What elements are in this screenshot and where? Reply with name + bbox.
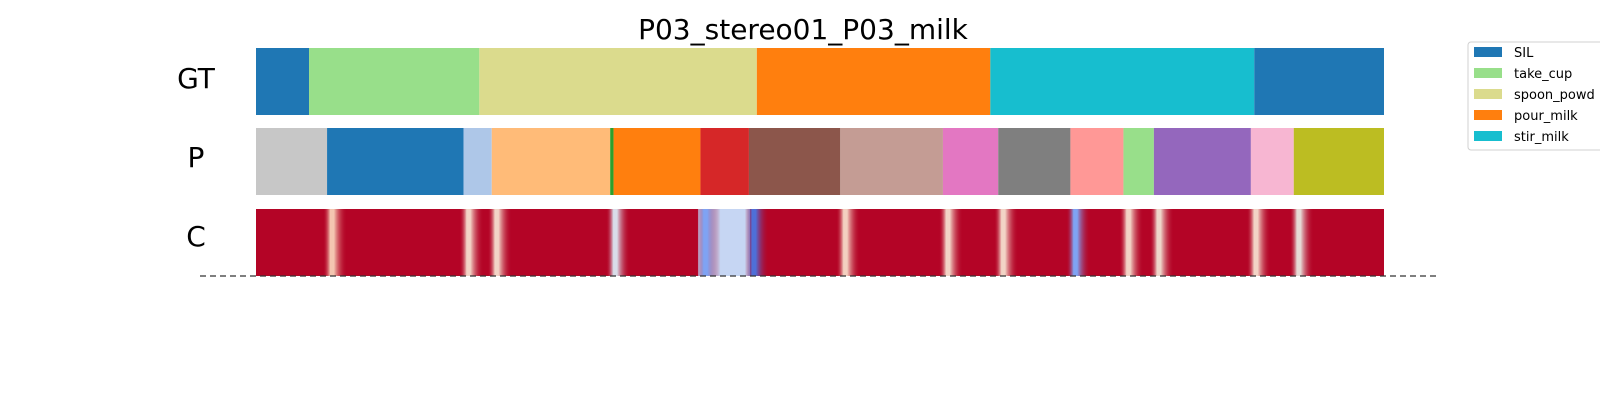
legend-swatch-0	[1474, 47, 1502, 57]
confidence-drop-7	[938, 209, 963, 276]
confidence-drop-1	[459, 209, 484, 276]
legend-swatch-4	[1474, 131, 1502, 141]
prediction-segment-9	[942, 128, 999, 195]
row-label-gt: GT	[177, 62, 216, 95]
prediction-segment-3	[491, 128, 611, 195]
prediction-segment-6	[700, 128, 749, 195]
legend-swatch-1	[1474, 68, 1502, 78]
confidence-drop-12	[1246, 209, 1271, 276]
prediction-segment-0	[256, 128, 328, 195]
prediction-segment-15	[1293, 128, 1384, 195]
prediction-segment-2	[463, 128, 492, 195]
legend-swatch-3	[1474, 110, 1502, 120]
chart-title: P03_stereo01_P03_milk	[638, 13, 969, 46]
confidence-drop-10	[1119, 209, 1144, 276]
gt-segment-5	[1254, 48, 1384, 115]
confidence-drop-5	[744, 209, 769, 276]
legend: SIL take_cup spoon_powd pour_milk stir_milk	[1467, 41, 1600, 151]
prediction-segment-11	[1070, 128, 1124, 195]
confidence-drop-0	[323, 209, 348, 276]
prediction-segment-4	[610, 128, 614, 195]
confidence-drop-11	[1149, 209, 1174, 276]
gt-segment-4	[990, 48, 1255, 115]
confidence-drop-9	[1066, 209, 1091, 276]
confidence-row	[256, 209, 1384, 276]
prediction-segment-14	[1250, 128, 1294, 195]
prediction-segment-1	[327, 128, 464, 195]
prediction-segment-12	[1123, 128, 1154, 195]
confidence-drop-3	[606, 209, 631, 276]
row-label-p: P	[188, 141, 205, 174]
confidence-drop-6	[836, 209, 861, 276]
gt-segment-2	[479, 48, 757, 115]
gt-row	[256, 48, 1384, 115]
confidence-drop-8	[994, 209, 1019, 276]
legend-label-3: pour_milk	[1514, 109, 1578, 124]
legend-label-4: stir_milk	[1514, 130, 1569, 145]
gt-segment-1	[309, 48, 480, 115]
legend-label-1: take_cup	[1514, 67, 1572, 82]
legend-label-0: SIL	[1514, 46, 1534, 61]
confidence-base	[256, 209, 1384, 276]
confidence-drop-2	[487, 209, 512, 276]
gt-segment-0	[256, 48, 310, 115]
prediction-segment-7	[748, 128, 841, 195]
legend-label-2: spoon_powd	[1514, 88, 1595, 103]
legend-swatch-2	[1474, 89, 1502, 99]
prediction-segment-10	[998, 128, 1071, 195]
row-label-c: C	[186, 220, 206, 253]
prediction-segment-8	[840, 128, 943, 195]
confidence-drop-4	[696, 209, 721, 276]
prediction-segment-5	[613, 128, 701, 195]
prediction-row	[256, 128, 1384, 195]
confidence-drop-13	[1289, 209, 1314, 276]
gt-segment-3	[756, 48, 991, 115]
prediction-segment-13	[1153, 128, 1251, 195]
